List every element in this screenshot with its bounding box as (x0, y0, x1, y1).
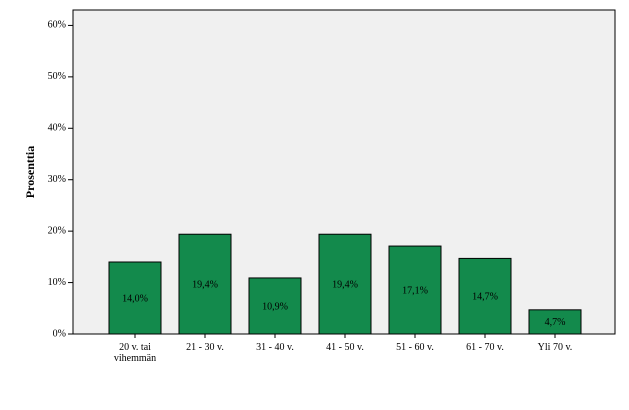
y-tick-label: 0% (53, 328, 66, 339)
value-label: 19,4% (192, 279, 218, 290)
value-label: 14,7% (472, 291, 498, 302)
value-label: 14,0% (122, 293, 148, 304)
y-tick-label: 60% (48, 20, 66, 31)
bar (458, 257, 512, 335)
x-tick-label: 51 - 60 v. (396, 342, 434, 353)
x-tick-label: 21 - 30 v. (186, 342, 224, 353)
x-tick-label: 31 - 40 v. (256, 342, 294, 353)
value-label: 17,1% (402, 285, 428, 296)
bar (248, 277, 302, 335)
x-tick-label: Yli 70 v. (537, 342, 573, 353)
value-label: 10,9% (262, 301, 288, 312)
y-tick-label: 50% (48, 71, 66, 82)
y-tick-label: 10% (48, 277, 66, 288)
bar (178, 233, 232, 335)
x-tick-label: 61 - 70 v. (466, 342, 504, 353)
bar (108, 261, 162, 335)
y-tick-label: 40% (48, 123, 66, 134)
x-tick-label: 20 v. tai vihemmän (113, 342, 157, 364)
bar (388, 245, 442, 335)
value-label: 19,4% (332, 279, 358, 290)
value-label: 4,7% (545, 317, 566, 328)
x-tick-label: 41 - 50 v. (326, 342, 364, 353)
y-axis-title: Prosenttia (23, 146, 37, 198)
y-tick-label: 20% (48, 225, 66, 236)
y-tick-label: 30% (48, 174, 66, 185)
